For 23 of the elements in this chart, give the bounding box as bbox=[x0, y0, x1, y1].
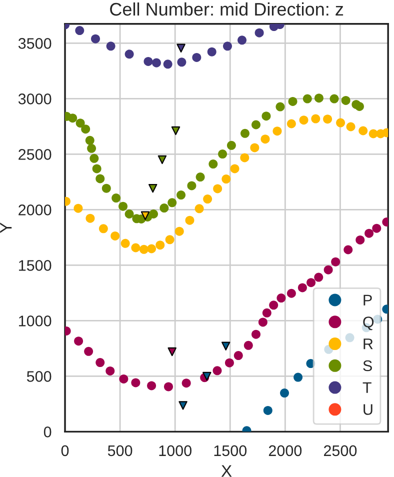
legend-label: Q bbox=[363, 316, 374, 330]
legend-label: S bbox=[363, 360, 372, 372]
x-tick-label: 1000 bbox=[159, 445, 192, 456]
x-tick-label: 2000 bbox=[268, 445, 302, 456]
y-tick-label: 2000 bbox=[18, 204, 52, 216]
y-tick-label: 2500 bbox=[18, 149, 52, 160]
chart-title: Cell Number: mid Direction: z bbox=[110, 2, 344, 16]
x-tick-label: 1500 bbox=[214, 445, 247, 456]
x-axis-title: X bbox=[221, 465, 232, 477]
y-tick-label: 0 bbox=[44, 426, 52, 438]
y-axis-title: Y bbox=[0, 222, 12, 233]
y-tick-label: 1500 bbox=[18, 260, 52, 271]
x-tick-label: 0 bbox=[61, 445, 69, 456]
legend-label: U bbox=[364, 404, 372, 415]
y-tick-label: 3500 bbox=[18, 38, 52, 49]
y-tick-label: 1000 bbox=[18, 316, 52, 326]
legend-label: T bbox=[362, 382, 372, 393]
legend-label: P bbox=[364, 294, 372, 306]
legend-label: R bbox=[364, 338, 373, 350]
y-tick-label: 3000 bbox=[18, 94, 52, 104]
x-tick-label: 2500 bbox=[324, 445, 357, 456]
x-tick-label: 500 bbox=[108, 445, 132, 456]
y-tick-label: 500 bbox=[26, 371, 52, 382]
